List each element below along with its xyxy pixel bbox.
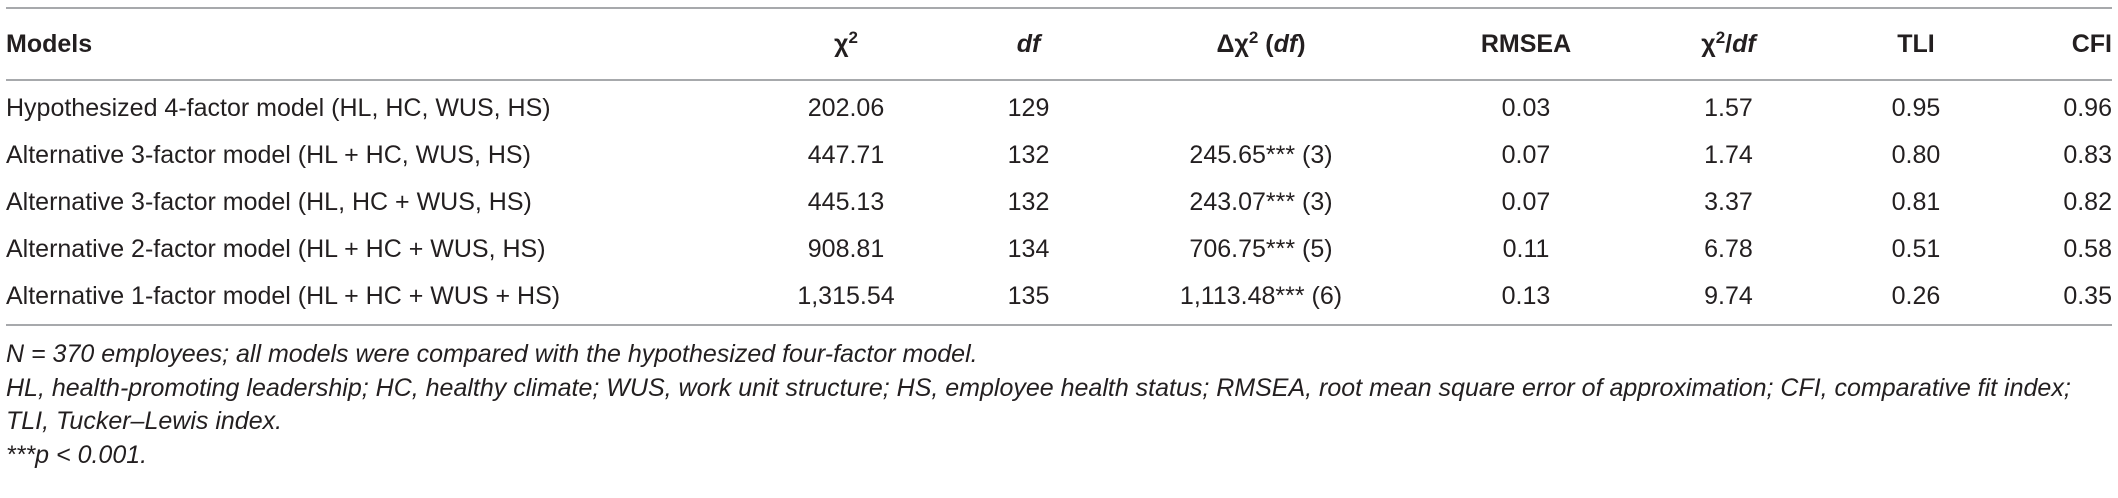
footnote: N = 370 employees; all models were compa… [6,340,978,368]
footnotes: N = 370 employees; all models were compa… [6,338,2112,472]
table-cell: 0.35 [2006,273,2112,326]
table-cell: 3.37 [1704,188,1753,216]
header-cell: TLI [1826,7,2006,81]
table-cell: 706.75*** (5) [1189,235,1333,263]
table-cell: 445.13 [807,188,885,216]
table-row: Alternative 3-factor model (HL, HC + WUS… [6,179,2112,226]
table-cell: 0.07 [1501,188,1551,216]
table-cell: 0.11 [1502,235,1550,263]
header-cell: CFI [2006,7,2112,81]
table-cell: 1.74 [1704,141,1753,169]
header-cell: χ2 [736,7,956,81]
header-cell: df [956,7,1101,81]
header-cell: χ2/df [1631,7,1826,81]
table-cell: 202.06 [807,94,885,122]
footnote: ***p < 0.001. [6,441,148,469]
table-cell: 9.74 [1631,273,1826,326]
table-cell: 908.81 [807,235,885,263]
table-cell: 0.58 [2063,235,2112,263]
table-cell: 1,315.54 [736,273,956,326]
table-cell: 0.95 [1891,94,1941,122]
header-text: χ [1701,29,1716,58]
table-cell: 0.26 [1826,273,2006,326]
table-cell: 135 [956,273,1101,326]
table-row: Alternative 3-factor model (HL + HC, WUS… [6,132,2112,179]
table-cell: 0.81 [1891,188,1941,216]
table-row: Alternative 2-factor model (HL + HC + WU… [6,226,2112,273]
table-cell: 0.80 [1891,141,1941,169]
table-cell: Hypothesized 4-factor model (HL, HC, WUS… [6,94,551,122]
header-cell: Δχ2 (df) [1101,7,1421,81]
header-text: / [1725,29,1733,58]
header-text: χ [834,29,849,58]
table-cell: Alternative 3-factor model (HL + HC, WUS… [6,141,531,169]
table-body: Hypothesized 4-factor model (HL, HC, WUS… [6,80,2112,326]
header-row: Models χ2 df Δχ2 (df) RMSEA χ2/df TLI CFI [6,7,2112,81]
table-cell [1101,80,1421,132]
header-text: df [1273,29,1298,58]
header-text: Δχ [1216,29,1249,58]
header-text: df [1016,29,1041,58]
table-cell: 132 [1007,188,1050,216]
table-cell: 0.03 [1501,94,1551,122]
header-text: TLI [1897,29,1935,58]
table-cell: 129 [1007,94,1050,122]
table-cell: 0.07 [1501,141,1551,169]
table-cell: 447.71 [807,141,885,169]
table-row: Hypothesized 4-factor model (HL, HC, WUS… [6,80,2112,132]
header-cell: RMSEA [1421,7,1631,81]
table-cell: 0.96 [2063,94,2112,122]
table-cell: Alternative 2-factor model (HL + HC + WU… [6,235,546,263]
header-text: RMSEA [1480,29,1572,58]
table-cell: 132 [1007,141,1050,169]
table-cell: 0.51 [1891,235,1941,263]
header-text: ) [1297,29,1306,58]
superscript: 2 [1248,27,1259,47]
table-row: Alternative 1-factor model (HL + HC + WU… [6,273,2112,326]
header-text: CFI [2071,29,2112,58]
header-text: ( [1258,29,1274,58]
table-cell: 1.57 [1704,94,1753,122]
superscript: 2 [848,27,858,47]
table-cell: 0.82 [2063,188,2112,216]
table-cell: 0.83 [2063,141,2112,169]
table-cell: Alternative 1-factor model (HL + HC + WU… [6,273,736,326]
table-cell: 6.78 [1704,235,1753,263]
header-text: Models [6,29,93,58]
table-cell: 0.13 [1421,273,1631,326]
footnote: HL, health-promoting leadership; HC, hea… [6,374,2071,435]
header-text: df [1732,29,1756,58]
table-cell: 1,113.48*** (6) [1101,273,1421,326]
header-cell: Models [6,7,736,81]
table-wrap: Models χ2 df Δχ2 (df) RMSEA χ2/df TLI CFI Hypot… [6,7,2112,473]
superscript: 2 [1715,27,1726,47]
table-cell: 245.65*** (3) [1189,141,1333,169]
table: Models χ2 df Δχ2 (df) RMSEA χ2/df TLI CFI Hypot… [6,7,2112,326]
table-cell: 134 [1007,235,1050,263]
table-cell: 243.07*** (3) [1189,188,1333,216]
table-cell: Alternative 3-factor model (HL, HC + WUS… [6,188,532,216]
